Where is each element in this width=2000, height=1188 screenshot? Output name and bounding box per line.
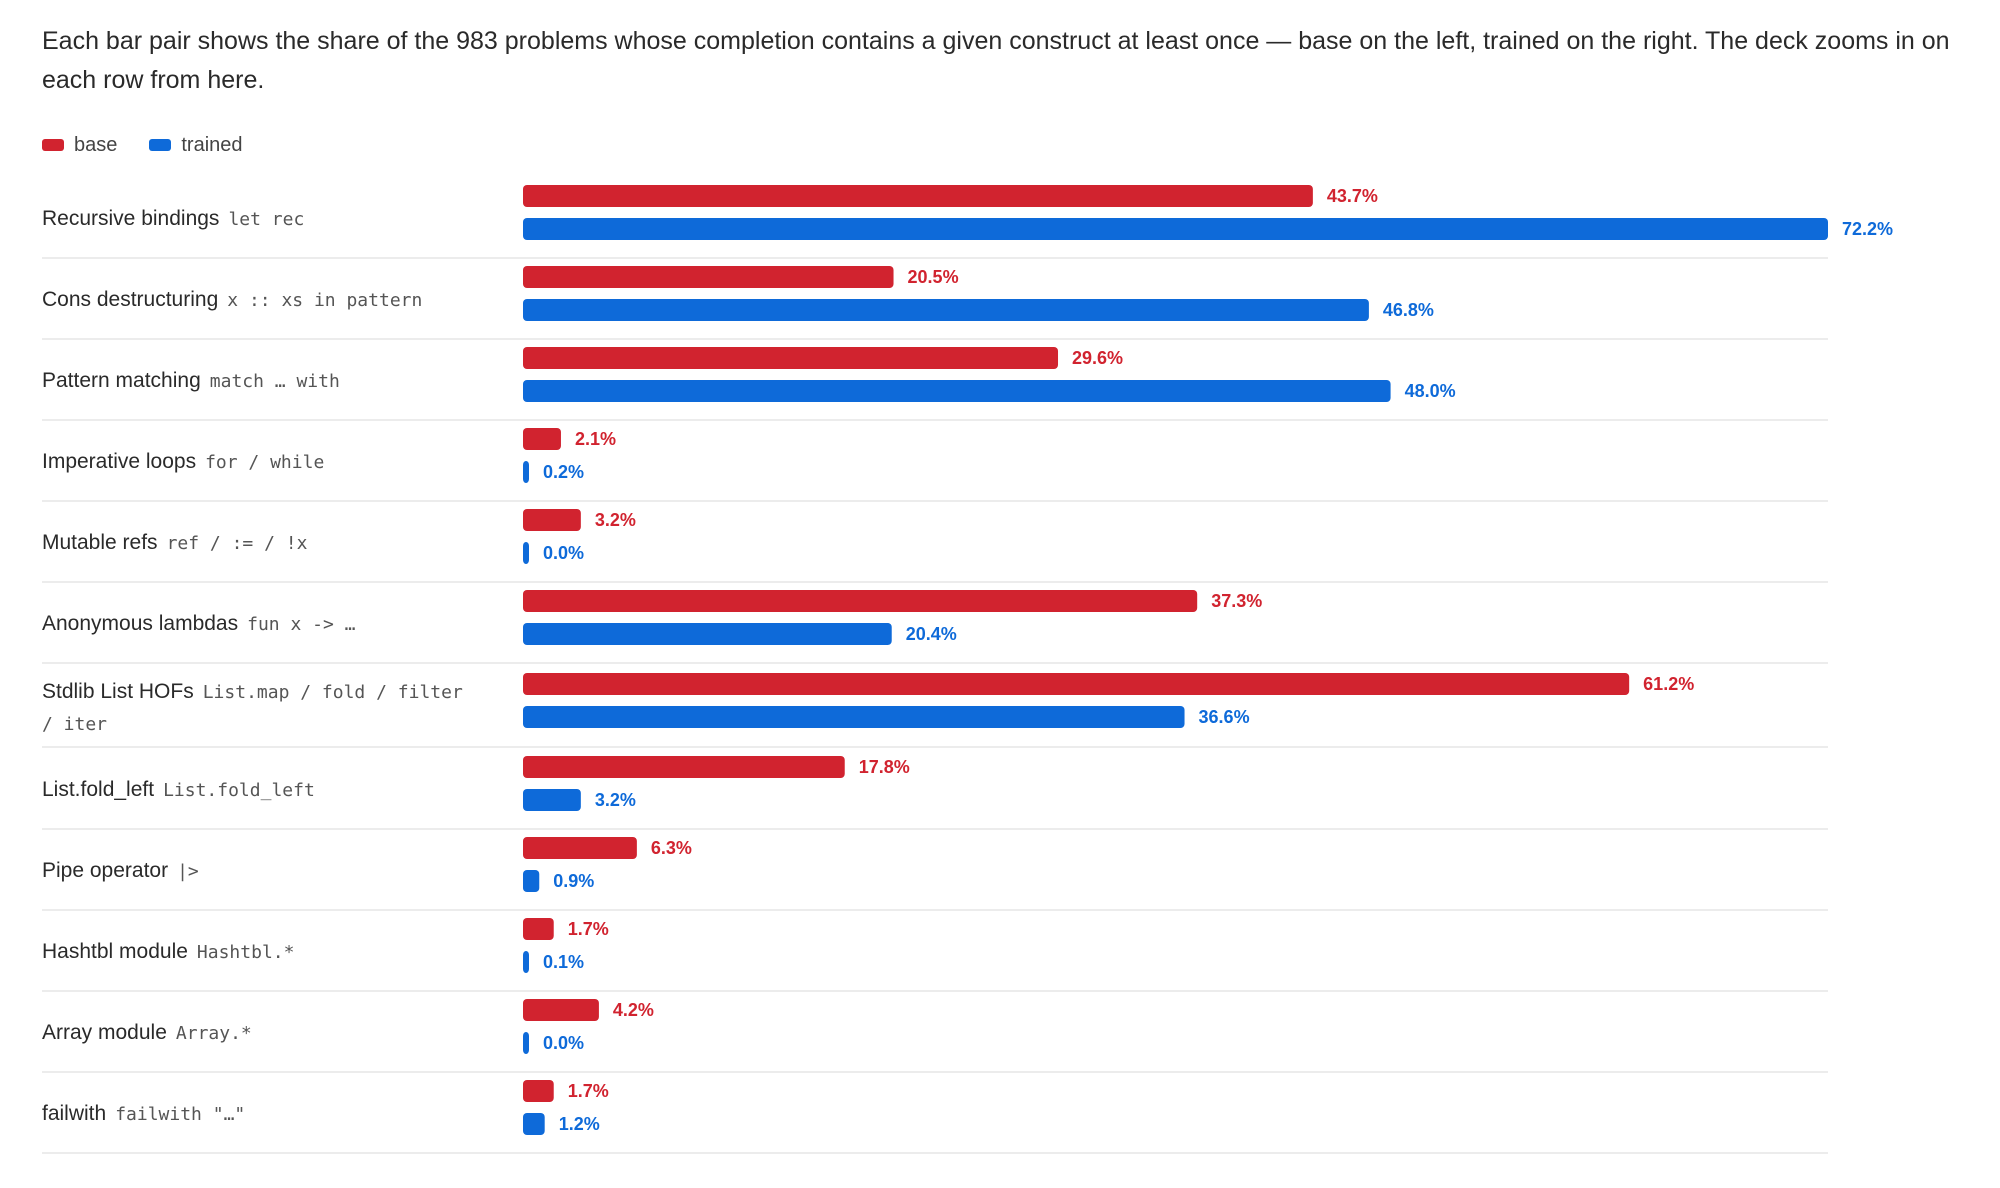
trained-bar xyxy=(523,951,529,973)
trained-bar xyxy=(523,623,892,645)
trained-value-label: 0.0% xyxy=(543,543,584,563)
base-bar xyxy=(523,590,1198,612)
chart-description: Each bar pair shows the share of the 983… xyxy=(42,27,1950,94)
row-code: List.map / fold / filter xyxy=(203,682,463,703)
row-label: List.fold_left xyxy=(42,778,154,801)
legend: base trained xyxy=(42,130,275,160)
row-code: |> xyxy=(177,861,199,882)
base-value-label: 61.2% xyxy=(1643,674,1694,694)
trained-value-label: 46.8% xyxy=(1383,300,1434,320)
row-label: Pipe operator xyxy=(42,859,168,882)
legend-label-trained: trained xyxy=(181,133,243,156)
trained-bar xyxy=(523,1113,545,1135)
trained-bar xyxy=(523,870,540,892)
legend-item-base: base xyxy=(42,134,117,157)
row-code: x :: xs in pattern xyxy=(227,290,422,311)
base-bar xyxy=(523,185,1313,207)
trained-value-label: 0.0% xyxy=(543,1033,584,1053)
trained-bar xyxy=(523,218,1828,240)
base-value-label: 2.1% xyxy=(575,429,616,449)
base-value-label: 29.6% xyxy=(1072,348,1123,368)
trained-bar xyxy=(523,1032,529,1054)
base-value-label: 1.7% xyxy=(568,1081,609,1101)
trained-bar xyxy=(523,299,1369,321)
base-bar xyxy=(523,756,845,778)
base-value-label: 20.5% xyxy=(908,267,959,287)
base-bar xyxy=(523,673,1630,695)
row-label: failwith xyxy=(42,1102,106,1125)
legend-swatch-base xyxy=(42,139,64,151)
base-value-label: 3.2% xyxy=(595,510,636,530)
row-code: fun x -> … xyxy=(247,614,356,635)
trained-value-label: 0.9% xyxy=(553,871,594,891)
trained-bar xyxy=(523,380,1391,402)
trained-bar xyxy=(523,706,1185,728)
base-value-label: 6.3% xyxy=(651,838,692,858)
base-bar xyxy=(523,999,599,1021)
base-bar xyxy=(523,509,581,531)
base-value-label: 4.2% xyxy=(613,1000,654,1020)
row-label: Hashtbl module xyxy=(42,940,188,963)
trained-bar xyxy=(523,461,529,483)
legend-label-base: base xyxy=(74,133,118,156)
row-label: Mutable refs xyxy=(42,531,158,554)
base-value-label: 37.3% xyxy=(1211,591,1262,611)
legend-swatch-trained xyxy=(149,139,172,151)
row-code-continued: / iter xyxy=(42,714,107,735)
row-code: ref / := / !x xyxy=(167,533,308,554)
row-label: Anonymous lambdas xyxy=(42,612,238,635)
row-label: Recursive bindings xyxy=(42,207,219,230)
row-label: Stdlib List HOFs xyxy=(42,680,194,703)
trained-value-label: 48.0% xyxy=(1405,381,1456,401)
row-code: List.fold_left xyxy=(163,780,315,801)
base-bar xyxy=(523,347,1059,369)
base-bar xyxy=(523,428,561,450)
row-code: match … with xyxy=(210,371,340,392)
trained-bar xyxy=(523,542,529,564)
row-label: Cons destructuring xyxy=(42,288,218,311)
row-label: Array module xyxy=(42,1021,167,1044)
base-bar xyxy=(523,918,554,940)
row-code: Array.* xyxy=(176,1023,252,1044)
row-code: failwith "…" xyxy=(115,1104,245,1125)
base-bar xyxy=(523,266,894,288)
row-code: Hashtbl.* xyxy=(197,942,295,963)
base-value-label: 1.7% xyxy=(568,919,609,939)
legend-item-trained: trained xyxy=(149,133,243,157)
base-bar xyxy=(523,837,637,859)
row-code: let rec xyxy=(228,209,304,230)
row-label: Imperative loops xyxy=(42,450,196,473)
base-bar xyxy=(523,1080,554,1102)
trained-value-label: 0.1% xyxy=(543,952,584,972)
base-value-label: 43.7% xyxy=(1327,186,1378,206)
trained-value-label: 36.6% xyxy=(1199,707,1250,727)
row-label: Pattern matching xyxy=(42,369,201,392)
base-value-label: 17.8% xyxy=(859,757,910,777)
trained-bar xyxy=(523,789,581,811)
trained-value-label: 20.4% xyxy=(906,624,957,644)
trained-value-label: 1.2% xyxy=(559,1114,600,1134)
trained-value-label: 72.2% xyxy=(1842,219,1893,239)
trained-value-label: 3.2% xyxy=(595,790,636,810)
trained-value-label: 0.2% xyxy=(543,462,584,482)
row-code: for / while xyxy=(205,452,324,473)
